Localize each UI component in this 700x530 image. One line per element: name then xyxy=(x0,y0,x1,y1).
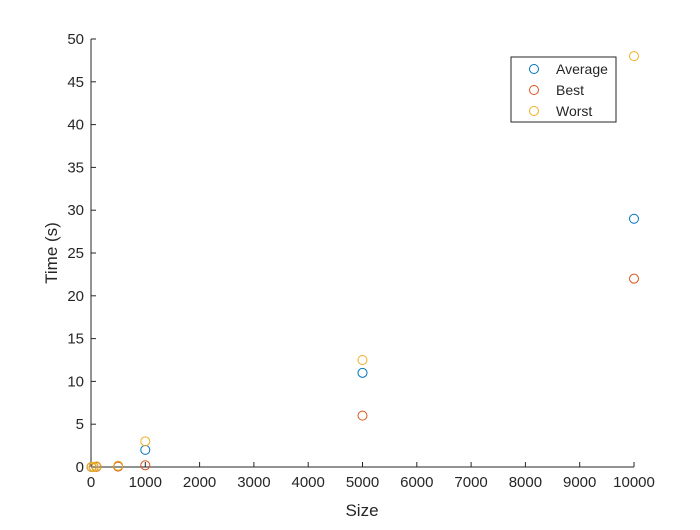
x-tick-label: 6000 xyxy=(400,474,433,491)
y-tick-label: 10 xyxy=(67,373,84,390)
legend-label-best: Best xyxy=(556,82,584,98)
data-point-worst xyxy=(140,436,151,447)
data-points xyxy=(86,51,639,472)
legend-marker-worst xyxy=(529,106,539,116)
x-axis-label: Size xyxy=(345,501,378,520)
y-tick-label: 5 xyxy=(76,416,84,433)
series-best xyxy=(86,273,639,472)
ticks: 0 1000 2000 3000 4000 5000 6000 7000 8000 9000 100… xyxy=(67,31,655,491)
y-tick-label: 40 xyxy=(67,117,84,134)
legend-label-average: Average xyxy=(556,61,608,77)
y-axis-label: Time (s) xyxy=(42,222,61,284)
data-point-best xyxy=(629,273,639,284)
legend-box xyxy=(510,56,617,123)
legend-marker-best xyxy=(529,85,539,95)
legend-label-worst: Worst xyxy=(556,103,592,119)
x-tick-label: 3000 xyxy=(237,474,270,491)
legend-marker-average xyxy=(529,64,539,74)
x-tick-label: 0 xyxy=(87,474,95,491)
data-point-average xyxy=(629,213,639,224)
y-tick-label: 50 xyxy=(67,31,84,48)
y-tick-label: 30 xyxy=(67,202,84,219)
data-point-best xyxy=(140,460,151,471)
data-point-best xyxy=(357,410,368,421)
y-tick-label: 25 xyxy=(67,245,84,262)
y-tick-label: 0 xyxy=(76,459,84,476)
data-point-worst xyxy=(357,355,368,365)
legend: Average Best Worst xyxy=(510,56,617,123)
data-point-average xyxy=(140,444,151,455)
data-point-worst xyxy=(91,461,102,472)
x-tick-label: 4000 xyxy=(292,474,325,491)
x-tick-label: 5000 xyxy=(346,474,379,491)
series-worst xyxy=(86,51,639,472)
x-tick-label: 9000 xyxy=(563,474,596,491)
data-point-worst xyxy=(629,51,639,62)
y-tick-label: 45 xyxy=(67,74,84,91)
x-tick-label: 2000 xyxy=(183,474,216,491)
y-tick-label: 20 xyxy=(67,288,84,305)
data-point-worst xyxy=(113,460,124,471)
data-point-average xyxy=(357,367,368,378)
x-tick-label: 1000 xyxy=(129,474,162,491)
x-tick-label: 8000 xyxy=(509,474,542,491)
y-tick-label: 35 xyxy=(67,159,84,176)
x-tick-label: 7000 xyxy=(454,474,487,491)
series-average xyxy=(86,213,639,472)
x-tick-label: 10000 xyxy=(613,474,655,491)
y-tick-label: 15 xyxy=(67,331,84,348)
